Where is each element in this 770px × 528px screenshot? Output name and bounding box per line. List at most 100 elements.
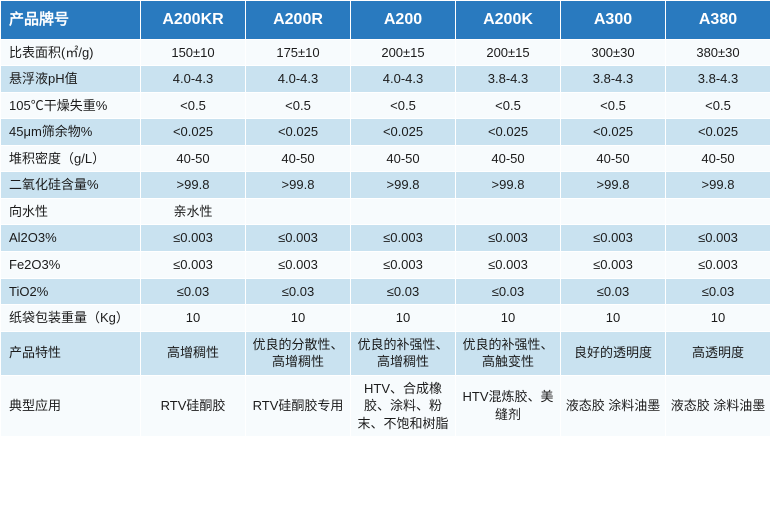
cell: 10 — [351, 305, 456, 332]
cell: <0.5 — [351, 92, 456, 119]
cell: 40-50 — [141, 145, 246, 172]
header-row-label: 产品牌号 — [1, 1, 141, 40]
cell: 10 — [246, 305, 351, 332]
cell: 10 — [456, 305, 561, 332]
cell: 高透明度 — [666, 331, 770, 375]
cell: RTV硅酮胶 — [141, 375, 246, 437]
row-label: 向水性 — [1, 198, 141, 225]
cell: 380±30 — [666, 39, 770, 66]
cell: 优良的补强性、高增稠性 — [351, 331, 456, 375]
row-label: 45μm筛余物% — [1, 119, 141, 146]
header-product-0: A200KR — [141, 1, 246, 40]
cell: <0.025 — [141, 119, 246, 146]
table-row: 105℃干燥失重%<0.5<0.5<0.5<0.5<0.5<0.5 — [1, 92, 770, 119]
cell: 4.0-4.3 — [351, 66, 456, 93]
cell: >99.8 — [666, 172, 770, 199]
cell: <0.5 — [141, 92, 246, 119]
cell: 10 — [666, 305, 770, 332]
cell: 高增稠性 — [141, 331, 246, 375]
row-label: 纸袋包装重量（Kg） — [1, 305, 141, 332]
row-label: 悬浮液pH值 — [1, 66, 141, 93]
cell: ≤0.03 — [351, 278, 456, 305]
cell: ≤0.003 — [351, 225, 456, 252]
table-row: 产品特性高增稠性优良的分散性、高增稠性优良的补强性、高增稠性优良的补强性、高触变… — [1, 331, 770, 375]
table-row: 比表面积(㎡/g)150±10175±10200±15200±15300±303… — [1, 39, 770, 66]
table-row: Al2O3%≤0.003≤0.003≤0.003≤0.003≤0.003≤0.0… — [1, 225, 770, 252]
cell: 40-50 — [666, 145, 770, 172]
row-label: 典型应用 — [1, 375, 141, 437]
cell: HTV、合成橡胶、涂料、粉末、不饱和树脂 — [351, 375, 456, 437]
cell: 优良的分散性、高增稠性 — [246, 331, 351, 375]
cell: ≤0.003 — [246, 251, 351, 278]
header-product-5: A380 — [666, 1, 770, 40]
cell: 40-50 — [246, 145, 351, 172]
table-row: Fe2O3%≤0.003≤0.003≤0.003≤0.003≤0.003≤0.0… — [1, 251, 770, 278]
table-row: TiO2%≤0.03≤0.03≤0.03≤0.03≤0.03≤0.03 — [1, 278, 770, 305]
cell: <0.025 — [351, 119, 456, 146]
row-label: Fe2O3% — [1, 251, 141, 278]
cell: <0.5 — [246, 92, 351, 119]
row-label: 堆积密度（g/L） — [1, 145, 141, 172]
cell: 40-50 — [561, 145, 666, 172]
cell: >99.8 — [561, 172, 666, 199]
cell: >99.8 — [246, 172, 351, 199]
table-row: 纸袋包装重量（Kg）101010101010 — [1, 305, 770, 332]
cell: ≤0.03 — [666, 278, 770, 305]
cell: >99.8 — [351, 172, 456, 199]
cell: <0.5 — [666, 92, 770, 119]
cell: 优良的补强性、高触变性 — [456, 331, 561, 375]
cell — [561, 198, 666, 225]
cell: 40-50 — [456, 145, 561, 172]
cell: 300±30 — [561, 39, 666, 66]
cell: 150±10 — [141, 39, 246, 66]
row-label: 产品特性 — [1, 331, 141, 375]
header-product-1: A200R — [246, 1, 351, 40]
header-product-2: A200 — [351, 1, 456, 40]
cell: ≤0.003 — [351, 251, 456, 278]
cell — [456, 198, 561, 225]
cell: <0.025 — [246, 119, 351, 146]
cell: 40-50 — [351, 145, 456, 172]
cell: ≤0.03 — [246, 278, 351, 305]
cell: ≤0.003 — [561, 251, 666, 278]
cell: ≤0.003 — [561, 225, 666, 252]
header-product-3: A200K — [456, 1, 561, 40]
table-row: 堆积密度（g/L）40-5040-5040-5040-5040-5040-50 — [1, 145, 770, 172]
cell: 液态胶 涂料油墨 — [561, 375, 666, 437]
product-spec-table: 产品牌号 A200KR A200R A200 A200K A300 A380 比… — [0, 0, 770, 437]
cell: 4.0-4.3 — [141, 66, 246, 93]
cell: 200±15 — [351, 39, 456, 66]
cell — [666, 198, 770, 225]
cell — [351, 198, 456, 225]
cell: 10 — [141, 305, 246, 332]
cell: <0.5 — [561, 92, 666, 119]
cell: 175±10 — [246, 39, 351, 66]
row-label: Al2O3% — [1, 225, 141, 252]
cell: ≤0.003 — [666, 225, 770, 252]
cell: <0.025 — [456, 119, 561, 146]
cell: >99.8 — [141, 172, 246, 199]
row-label: 比表面积(㎡/g) — [1, 39, 141, 66]
table-row: 45μm筛余物%<0.025<0.025<0.025<0.025<0.025<0… — [1, 119, 770, 146]
cell: 200±15 — [456, 39, 561, 66]
cell: 良好的透明度 — [561, 331, 666, 375]
cell: ≤0.003 — [141, 225, 246, 252]
cell: ≤0.03 — [561, 278, 666, 305]
cell: <0.5 — [456, 92, 561, 119]
cell: <0.025 — [561, 119, 666, 146]
cell: ≤0.03 — [456, 278, 561, 305]
row-label: 105℃干燥失重% — [1, 92, 141, 119]
cell: HTV混炼胶、美缝剂 — [456, 375, 561, 437]
table-row: 向水性亲水性 — [1, 198, 770, 225]
cell: 亲水性 — [141, 198, 246, 225]
cell: ≤0.03 — [141, 278, 246, 305]
cell: 3.8-4.3 — [561, 66, 666, 93]
table-row: 悬浮液pH值4.0-4.34.0-4.34.0-4.33.8-4.33.8-4.… — [1, 66, 770, 93]
table-row: 二氧化硅含量%>99.8>99.8>99.8>99.8>99.8>99.8 — [1, 172, 770, 199]
cell: 4.0-4.3 — [246, 66, 351, 93]
table-body: 比表面积(㎡/g)150±10175±10200±15200±15300±303… — [1, 39, 770, 437]
row-label: TiO2% — [1, 278, 141, 305]
table-header: 产品牌号 A200KR A200R A200 A200K A300 A380 — [1, 1, 770, 40]
table-row: 典型应用RTV硅酮胶RTV硅酮胶专用HTV、合成橡胶、涂料、粉末、不饱和树脂HT… — [1, 375, 770, 437]
cell: 3.8-4.3 — [666, 66, 770, 93]
